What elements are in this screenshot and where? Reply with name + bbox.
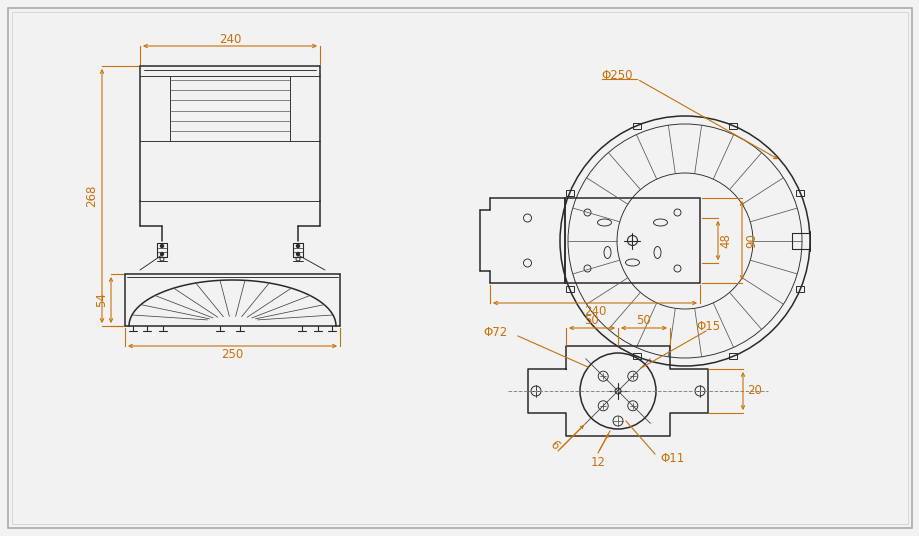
Text: 240: 240: [584, 304, 606, 317]
Circle shape: [296, 244, 300, 248]
Bar: [564, 198, 699, 283]
Circle shape: [160, 244, 164, 248]
Text: 54: 54: [96, 293, 108, 308]
Text: 90: 90: [744, 233, 757, 248]
Circle shape: [160, 252, 164, 256]
Text: Φ72: Φ72: [483, 325, 507, 339]
Text: 48: 48: [719, 233, 732, 248]
Text: 268: 268: [85, 185, 98, 207]
Text: Φ15: Φ15: [695, 319, 720, 332]
Text: 50: 50: [584, 315, 598, 327]
Text: 240: 240: [219, 33, 241, 46]
Text: 12: 12: [590, 457, 605, 470]
Text: 20: 20: [747, 384, 762, 398]
Text: 250: 250: [221, 347, 244, 361]
Text: Φ11: Φ11: [660, 451, 685, 465]
Text: Φ250: Φ250: [601, 69, 632, 81]
Text: 50: 50: [636, 315, 651, 327]
Circle shape: [296, 252, 300, 256]
Text: 6: 6: [546, 437, 561, 452]
